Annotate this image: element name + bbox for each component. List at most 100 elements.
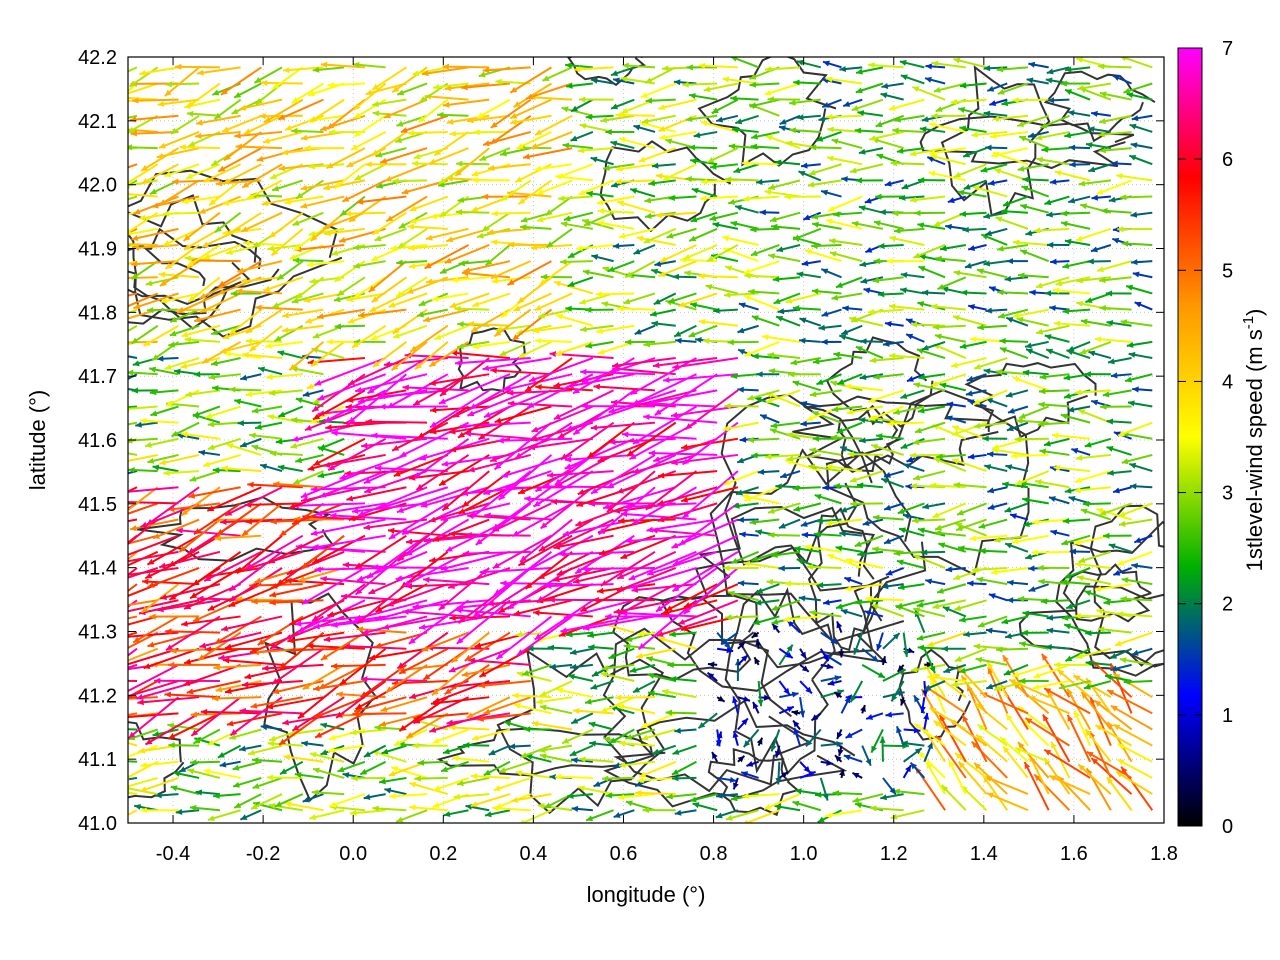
wind-arrow-head [754,657,761,665]
wind-arrow-shaft [197,631,242,662]
wind-arrow-head [1009,679,1017,685]
wind-arrow [1113,567,1132,576]
wind-arrow-shaft [144,712,200,746]
wind-arrow-head [190,592,198,599]
wind-arrow [423,576,490,586]
wind-arrow-head [181,620,188,627]
wind-arrow-head [221,625,229,632]
wind-arrow-shaft [310,518,386,536]
wind-arrow-shaft [365,420,428,424]
wind-arrow [456,599,511,645]
wind-arrow-shaft [438,567,490,611]
wind-arrow-head [840,506,848,513]
wind-arrow [247,744,283,756]
wind-arrow [549,663,573,670]
wind-arrow [412,599,490,610]
wind-arrow-head [512,530,520,537]
wind-arrow-head [524,495,531,502]
wind-arrow-shaft [536,583,594,604]
wind-arrow-head [449,302,457,308]
wind-arrow [669,631,697,638]
wind-arrow [292,470,324,485]
wind-arrow [880,656,887,666]
wind-arrow-head [582,624,590,631]
wind-arrow [290,366,324,376]
wind-arrow-shaft [320,577,386,586]
wind-arrow [477,712,531,722]
wind-arrow-shaft [128,741,138,747]
wind-arrow-shaft [319,470,387,498]
wind-arrow [618,760,656,769]
wind-arrow [1050,529,1070,537]
wind-arrow-head [743,740,751,748]
wind-arrow [569,744,594,757]
wind-arrow-head [743,819,749,823]
wind-arrow-head [149,366,156,373]
wind-arrow-head [315,732,323,738]
wind-arrow [901,740,925,747]
wind-arrow-head [617,585,625,592]
wind-arrow [472,567,532,618]
wind-arrow [737,717,749,731]
wind-arrow-shaft [554,775,593,779]
wind-arrow-head [213,792,220,799]
wind-arrow-head [102,346,109,352]
wind-arrow-shaft [464,631,511,662]
wind-arrow [368,567,428,595]
wind-arrow-head [319,491,327,498]
wind-arrow-head [220,518,227,525]
wind-arrow-head [795,788,802,795]
wind-arrow-head [589,740,596,747]
wind-arrow [737,386,759,393]
wind-arrow-head [902,513,910,520]
wind-arrow-shaft [1086,750,1133,779]
wind-arrow-head [977,324,984,331]
wind-arrow-head [618,517,625,524]
wind-arrow-head [109,715,116,721]
wind-arrow [752,615,780,626]
wind-arrow-head [854,599,862,606]
wind-arrow [1024,340,1049,349]
wind-arrow-head [1107,777,1114,785]
wind-arrow [484,512,552,521]
wind-arrow [934,333,967,343]
wind-arrow-head [603,503,610,510]
wind-arrow-shaft [128,728,138,731]
wind-arrow-head [1025,553,1033,560]
wind-arrow-head [293,478,301,485]
wind-arrow [539,753,573,763]
wind-arrow-head [665,709,673,716]
wind-arrow [887,420,925,427]
wind-arrow [458,486,511,515]
wind-arrow-head [534,337,542,344]
wind-arrow-shaft [1117,758,1153,779]
wind-arrow-head [165,628,172,635]
wind-arrow-head [337,766,345,773]
wind-arrow-head [943,667,951,674]
wind-arrow-head [999,347,1007,353]
wind-arrow [279,631,325,670]
wind-arrow [1028,695,1070,715]
wind-arrow-head [164,364,172,370]
wind-arrow-head [652,748,660,755]
wind-arrow [1074,612,1111,620]
wind-arrow-head [1061,579,1068,586]
wind-arrow-head [512,692,519,699]
wind-arrow [925,578,946,586]
wind-arrow-head [1121,577,1129,584]
wind-arrow-shaft [387,529,448,537]
wind-arrow-head [771,618,779,625]
wind-arrow-head [268,557,276,564]
wind-arrow-head [120,510,127,516]
wind-arrow-shaft [214,534,262,540]
wind-arrow [142,578,200,586]
wind-arrow-head [893,550,901,557]
wind-arrow-shaft [957,760,988,795]
wind-arrow-shaft [335,680,387,719]
wind-arrow-head [830,637,838,644]
wind-arrow-head [725,814,733,821]
wind-arrow [377,486,449,510]
wind-arrow [214,615,262,645]
wind-arrow [539,680,573,698]
wind-arrow [737,324,759,334]
